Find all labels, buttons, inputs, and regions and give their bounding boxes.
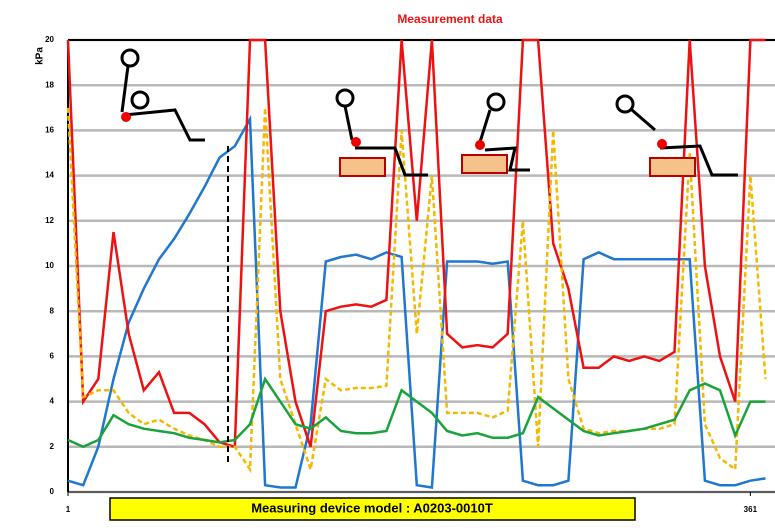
y-tick-label: 16	[45, 126, 54, 135]
series-line	[66, 107, 767, 474]
y-tick-label: 0	[50, 487, 55, 496]
y-tick-label: 12	[45, 216, 54, 225]
y-tick-label: 20	[45, 35, 54, 44]
y-tick-label: 10	[45, 261, 54, 270]
series-line	[66, 38, 766, 449]
series-line	[67, 376, 766, 449]
y-tick-label: 4	[50, 397, 55, 406]
lines	[66, 38, 767, 489]
annotation: Measuring device model : A0203-0010T	[251, 500, 493, 515]
grid: 0 2 4 6 8 10 12 14 16 18 20 1 361	[45, 35, 775, 514]
posture-icons	[120, 48, 738, 177]
y-axis-label: kPa	[35, 47, 46, 65]
y-tick-label: 2	[50, 442, 55, 451]
y-tick-label: 14	[45, 171, 54, 180]
annotation-box	[109, 497, 636, 521]
y-tick-label: 18	[45, 80, 54, 89]
y-tick-label: 8	[50, 306, 55, 315]
x-tick-label: 361	[744, 505, 758, 514]
seat-icons	[121, 112, 696, 177]
x-tick-label: 1	[66, 505, 71, 514]
series-line	[67, 114, 766, 489]
y-tick-label: 6	[50, 352, 55, 361]
chart-title: Measurement data	[397, 12, 503, 26]
